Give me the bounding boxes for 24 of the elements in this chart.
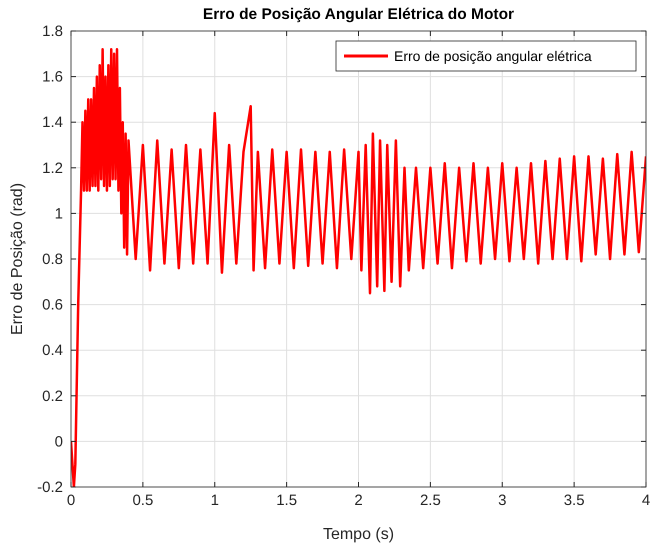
y-tick-label: 0 bbox=[54, 433, 63, 450]
y-tick-label: 1.2 bbox=[42, 160, 63, 177]
x-tick-label: 3 bbox=[498, 492, 506, 509]
y-tick-label: 1.6 bbox=[42, 68, 63, 86]
x-tick-label: 0 bbox=[66, 492, 76, 509]
legend-label: Erro de posição angular elétrica bbox=[394, 48, 592, 64]
chart-title: Erro de Posição Angular Elétrica do Motor bbox=[202, 6, 514, 23]
x-axis-title: Tempo (s) bbox=[322, 526, 394, 543]
y-tick-label: 0.4 bbox=[42, 342, 63, 360]
x-tick-label: 2 bbox=[354, 492, 363, 509]
y-tick-label: 0.2 bbox=[42, 388, 63, 405]
x-tick-label: 4 bbox=[642, 492, 650, 509]
x-tick-label: 1 bbox=[210, 492, 219, 509]
x-tick-label: 0.5 bbox=[132, 492, 154, 509]
x-tick-label: 1.5 bbox=[276, 492, 298, 509]
y-tick-label: 1.8 bbox=[42, 23, 63, 40]
y-axis-title: Erro de Posição (rad) bbox=[9, 182, 26, 336]
y-tick-label: 0.8 bbox=[42, 251, 63, 268]
x-tick-label: 3.5 bbox=[564, 492, 585, 509]
y-tick-label: -0.2 bbox=[37, 479, 63, 496]
x-tick-label: 2.5 bbox=[420, 492, 441, 509]
y-tick-label: 0.6 bbox=[42, 296, 63, 314]
y-tick-label: 1.4 bbox=[42, 114, 63, 132]
y-tick-label: 1 bbox=[54, 205, 63, 222]
